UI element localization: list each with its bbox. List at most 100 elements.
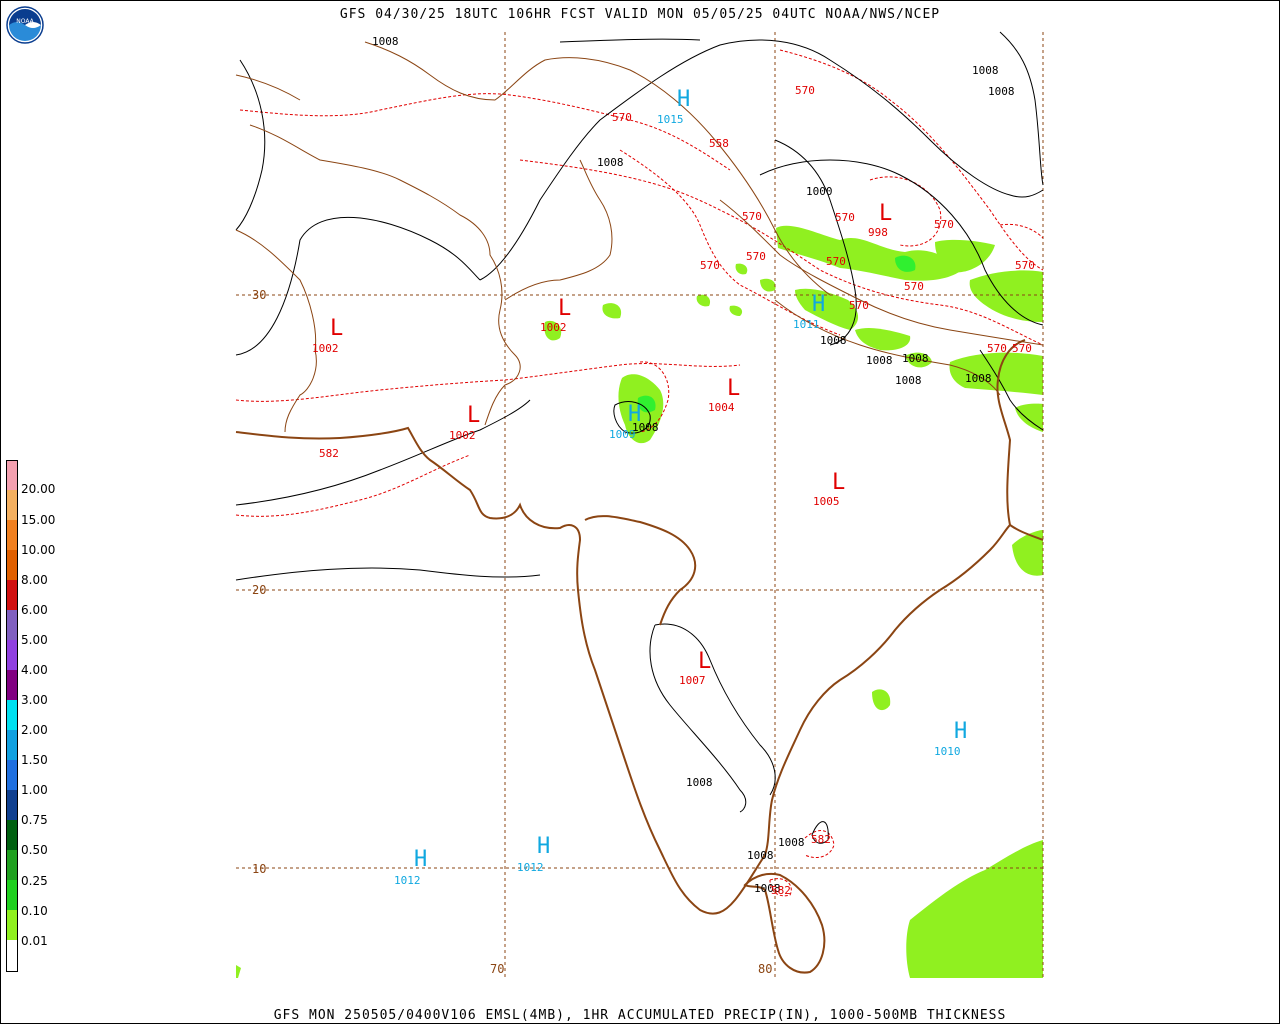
legend-swatch	[6, 820, 18, 850]
legend-swatch	[6, 640, 18, 670]
high-center-value: 1015	[657, 113, 684, 126]
thickness-contours	[235, 49, 1044, 897]
thickness-label: 570	[612, 111, 632, 124]
isobar-label: 1008	[972, 64, 999, 77]
legend-swatch	[6, 610, 18, 640]
isobar-label: 1008	[895, 374, 922, 387]
grid-labels: 30 20 10 70 80	[252, 288, 772, 976]
map-area	[236, 32, 1044, 978]
political-borders	[235, 41, 1044, 433]
isobar-label: 1008	[778, 836, 805, 849]
legend-swatch	[6, 910, 18, 940]
high-center-value: 1009	[609, 428, 636, 441]
legend-label: 4.00	[21, 663, 48, 677]
coastline	[235, 339, 1044, 974]
low-center-marker: L	[832, 470, 845, 495]
high-center-marker: H	[414, 847, 427, 872]
low-center-marker: L	[727, 376, 740, 401]
isobar-label: 1008	[866, 354, 893, 367]
isobar-label: 1008	[988, 85, 1015, 98]
low-center-value: 1004	[708, 401, 735, 414]
legend-swatch	[6, 490, 18, 520]
high-center-value: 1010	[934, 745, 961, 758]
thickness-label: 570	[795, 84, 815, 97]
legend-label: 1.00	[21, 783, 48, 797]
legend-swatch	[6, 790, 18, 820]
precip-legend: 20.00 15.00 10.00 8.00 6.00 5.00 4.00 3.…	[6, 460, 66, 975]
legend-swatch	[6, 940, 18, 972]
svg-text:NOAA: NOAA	[16, 18, 34, 25]
thickness-label: 582	[811, 833, 831, 846]
high-center-marker: H	[954, 719, 967, 744]
noaa-logo-icon: NOAA	[6, 6, 44, 44]
thickness-label: 570	[746, 250, 766, 263]
isobar-label: 1008	[372, 35, 399, 48]
map-title: GFS 04/30/25 18UTC 106HR FCST VALID MON …	[339, 7, 941, 22]
legend-swatch	[6, 580, 18, 610]
low-center-value: 1002	[540, 321, 567, 334]
lon-label-80: 80	[758, 962, 772, 976]
legend-label: 2.00	[21, 723, 48, 737]
lat-label-10: 10	[252, 862, 266, 876]
low-center-marker: L	[879, 201, 892, 226]
high-center-value: 1012	[517, 861, 544, 874]
isobar-labels: 1008 1008 1008 1008 1000 1008 1008 1008 …	[372, 35, 1015, 895]
legend-label: 15.00	[21, 513, 56, 527]
low-center-marker: L	[330, 316, 343, 341]
legend-label: 5.00	[21, 633, 48, 647]
legend-label: 0.75	[21, 813, 48, 827]
legend-swatch	[6, 550, 18, 580]
legend-swatch	[6, 670, 18, 700]
lon-label-70: 70	[490, 962, 504, 976]
legend-swatch	[6, 760, 18, 790]
thickness-labels: 570 570 558 570 570 570 570 570 570 570 …	[319, 84, 1035, 897]
legend-label: 8.00	[21, 573, 48, 587]
thickness-label: 570	[835, 211, 855, 224]
isobar-label: 1008	[597, 156, 624, 169]
high-center-marker: H	[628, 402, 641, 427]
isobar-label: 1000	[806, 185, 833, 198]
isobar-label: 1008	[686, 776, 713, 789]
map-footer: GFS MON 250505/0400V106 EMSL(4MB), 1HR A…	[273, 1008, 1007, 1023]
legend-label: 0.50	[21, 843, 48, 857]
lat-label-20: 20	[252, 583, 266, 597]
low-center-marker: L	[698, 649, 711, 674]
high-center-marker: H	[812, 292, 825, 317]
legend-label: 10.00	[21, 543, 56, 557]
lat-label-30: 30	[252, 288, 266, 302]
isobar-label: 1008	[747, 849, 774, 862]
thickness-label: 582	[771, 884, 791, 897]
pressure-centers: L 1002 L 1002 L 1002 L 1004 L 1005 L 100…	[312, 87, 967, 887]
thickness-label: 570	[826, 255, 846, 268]
low-center-value: 1007	[679, 674, 706, 687]
legend-label: 1.50	[21, 753, 48, 767]
legend-swatch	[6, 700, 18, 730]
thickness-label: 570	[987, 342, 1007, 355]
legend-swatch	[6, 460, 18, 490]
thickness-label: 570	[1015, 259, 1035, 272]
legend-label: 20.00	[21, 482, 56, 496]
low-center-value: 1005	[813, 495, 840, 508]
isobar-label: 1008	[754, 882, 781, 895]
thickness-label: 570	[934, 218, 954, 231]
legend-swatch	[6, 850, 18, 880]
legend-label: 3.00	[21, 693, 48, 707]
low-center-value: 1002	[312, 342, 339, 355]
thickness-label: 570	[1012, 342, 1032, 355]
legend-label: 0.25	[21, 874, 48, 888]
legend-swatch	[6, 730, 18, 760]
isobar-contours	[235, 31, 1044, 844]
isobar-label: 1008	[965, 372, 992, 385]
legend-label: 0.10	[21, 904, 48, 918]
low-center-value: 1002	[449, 429, 476, 442]
lat-lon-grid	[236, 32, 1044, 978]
thickness-label: 570	[700, 259, 720, 272]
high-center-value: 1011	[793, 318, 820, 331]
legend-label: 6.00	[21, 603, 48, 617]
high-center-value: 1012	[394, 874, 421, 887]
low-center-marker: L	[467, 403, 480, 428]
legend-swatch	[6, 520, 18, 550]
low-center-value: 998	[868, 226, 888, 239]
legend-label: 0.01	[21, 934, 48, 948]
